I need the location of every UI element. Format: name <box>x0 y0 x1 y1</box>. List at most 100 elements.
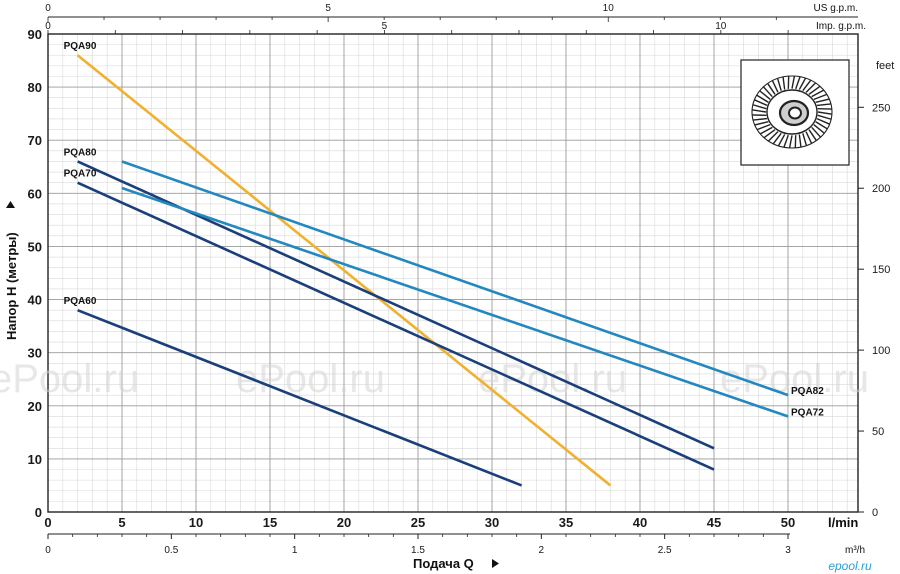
impeller-vane <box>767 131 779 142</box>
m3h-tick-label: 2.5 <box>658 545 672 556</box>
m3h-unit: m³/h <box>845 545 865 556</box>
x-tick-label: 10 <box>189 515 203 530</box>
impeller-vane <box>805 82 817 93</box>
impeller-vane <box>782 76 786 90</box>
x-tick-label: 50 <box>781 515 795 530</box>
y-tick-label: 60 <box>28 186 42 201</box>
x-tick-label: 0 <box>44 515 51 530</box>
impeller-vane <box>815 121 828 130</box>
feet-tick-label: 200 <box>872 183 890 195</box>
impeller-image <box>740 59 850 166</box>
top-ticks: 0 5 10 0 5 10 <box>45 3 789 34</box>
impeller-icon <box>751 75 833 149</box>
feet-tick-label: 100 <box>872 345 890 357</box>
imp-gpm-tick-label: 5 <box>382 21 388 32</box>
impeller-vane <box>816 103 832 107</box>
x-tick-label: 40 <box>633 515 647 530</box>
impeller-vane <box>805 131 813 144</box>
feet-tick-label: 0 <box>872 507 878 519</box>
imp-gpm-tick-label: 10 <box>715 21 727 32</box>
y-tick-label: 10 <box>28 452 42 467</box>
m3h-tick-label: 1 <box>292 545 298 556</box>
impeller-vane <box>815 98 830 103</box>
series-line-pqa70 <box>77 181 715 471</box>
x-axis-title: Подача Q <box>413 556 474 571</box>
y-tick-label: 0 <box>35 505 42 520</box>
impeller-vane <box>754 121 769 126</box>
y-tick-label: 70 <box>28 133 42 148</box>
series-label-pqa70: PQA70 <box>64 169 97 180</box>
impeller-vane <box>752 104 767 110</box>
impeller-vane <box>759 126 773 135</box>
x-arrow-icon <box>492 559 499 568</box>
impeller-vane <box>751 109 767 113</box>
impeller-bore <box>788 106 802 120</box>
us-gpm-tick-label: 0 <box>45 3 51 14</box>
y-tick-label: 30 <box>28 346 42 361</box>
impeller-vane <box>813 93 828 101</box>
impeller-vane <box>752 117 768 121</box>
x-tick-label: 35 <box>559 515 573 530</box>
series-labels: PQA90 PQA80 PQA70 PQA60 PQA82 PQA72 <box>64 41 825 418</box>
feet-ticks: 0 50 100 150 200 250 feet <box>858 60 894 519</box>
x-tick-label: 45 <box>707 515 721 530</box>
y-tick-label: 50 <box>28 239 42 254</box>
series-line-pqa60 <box>77 308 523 487</box>
m3h-tick-label: 0.5 <box>164 545 178 556</box>
y-arrow-icon <box>6 201 15 208</box>
impeller-vane <box>756 94 769 103</box>
impeller-vane <box>776 78 782 91</box>
y-tick-label: 40 <box>28 293 42 308</box>
impeller-vane <box>788 135 793 149</box>
impeller-vane <box>811 126 822 138</box>
feet-unit: feet <box>876 60 894 72</box>
impeller-vane <box>762 86 773 98</box>
impeller-vane <box>777 134 786 147</box>
x-tick-label: 5 <box>118 515 125 530</box>
m3h-tick-label: 2 <box>539 545 545 556</box>
impeller-vane <box>763 129 776 139</box>
x-tick-label: 20 <box>337 515 351 530</box>
y-ticks: 0 10 20 30 40 50 60 70 80 90 <box>28 27 42 520</box>
imp-gpm-unit: Imp. g.p.m. <box>816 21 866 32</box>
impeller-vane <box>813 124 825 134</box>
series-line-pqa90 <box>76 54 612 487</box>
m3h-tick-label: 0 <box>45 545 51 556</box>
impeller-vane <box>798 134 802 148</box>
impeller-vane <box>802 79 812 92</box>
impeller-vane <box>808 129 817 141</box>
us-gpm-tick-label: 5 <box>325 3 331 14</box>
series-line-pqa82 <box>121 160 789 397</box>
impeller-rim <box>751 75 833 149</box>
feet-tick-label: 150 <box>872 264 890 276</box>
impeller-vane <box>817 114 832 120</box>
impeller-vane <box>783 134 789 148</box>
x-tick-label: 30 <box>485 515 499 530</box>
watermark: ePool.ru <box>236 357 385 401</box>
series-label-pqa90: PQA90 <box>64 41 97 52</box>
watermark: ePool.ru <box>478 357 627 401</box>
grid-major <box>47 33 858 513</box>
impeller-vane <box>798 77 807 90</box>
m3h-tick-label: 1.5 <box>411 545 425 556</box>
impeller-vane <box>791 75 796 89</box>
series-label-pqa80: PQA80 <box>64 147 97 158</box>
imp-gpm-tick-label: 0 <box>45 21 51 32</box>
impeller-vane <box>759 90 771 100</box>
impeller-vane <box>811 89 825 98</box>
us-gpm-unit: US g.p.m. <box>814 3 858 14</box>
y-axis-title: Напор H (метры) <box>4 232 19 340</box>
x-ticks: 0 5 10 15 20 25 30 35 40 45 50 <box>44 515 795 530</box>
y-tick-label: 80 <box>28 80 42 95</box>
feet-tick-label: 250 <box>872 102 890 114</box>
x-tick-label: 25 <box>411 515 425 530</box>
impeller-vane <box>817 111 833 115</box>
impeller-vane <box>771 80 779 93</box>
series-lines <box>76 54 789 487</box>
m3h-ticks: 0 0.5 1 1.5 2 2.5 3 <box>45 534 791 556</box>
series-label-pqa82: PQA82 <box>791 386 824 397</box>
impeller-vane <box>795 76 801 90</box>
m3h-tick-label: 3 <box>785 545 791 556</box>
series-line-pqa72 <box>121 186 789 418</box>
